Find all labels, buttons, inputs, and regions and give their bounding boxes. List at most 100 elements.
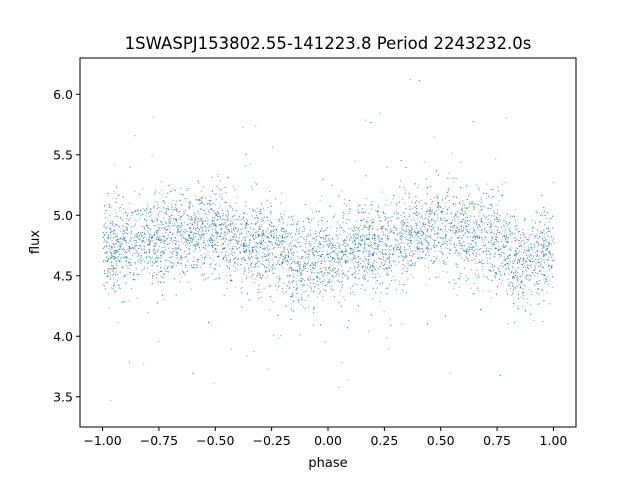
data-point xyxy=(250,266,252,268)
data-point xyxy=(297,233,299,235)
data-point xyxy=(118,259,120,261)
data-point xyxy=(138,236,140,238)
data-point xyxy=(119,238,121,240)
data-point xyxy=(105,209,107,211)
data-point xyxy=(333,268,335,270)
data-point xyxy=(205,220,207,222)
data-point xyxy=(323,275,325,277)
data-point xyxy=(458,278,460,280)
data-point xyxy=(118,261,120,263)
data-point xyxy=(217,211,219,213)
data-point xyxy=(446,220,448,222)
data-point xyxy=(373,235,375,237)
data-point xyxy=(349,252,351,254)
data-point xyxy=(259,228,261,230)
data-point xyxy=(232,246,234,248)
data-point xyxy=(227,211,229,213)
data-point xyxy=(120,217,122,219)
data-point xyxy=(121,203,123,205)
data-point xyxy=(434,243,436,245)
data-point xyxy=(120,245,122,247)
data-point xyxy=(210,263,212,265)
data-point xyxy=(257,234,259,236)
data-point xyxy=(316,210,318,212)
data-point xyxy=(470,236,472,238)
data-point xyxy=(191,267,193,269)
data-point xyxy=(246,245,248,247)
data-point xyxy=(191,218,193,220)
data-point xyxy=(228,230,230,232)
data-point xyxy=(535,222,537,224)
data-point xyxy=(150,228,152,230)
data-point xyxy=(194,248,196,250)
data-point xyxy=(341,249,343,251)
data-point xyxy=(192,235,194,237)
data-point xyxy=(306,235,308,237)
data-point xyxy=(140,255,142,257)
data-point xyxy=(323,280,325,282)
data-point xyxy=(477,237,479,239)
data-point xyxy=(234,270,236,272)
data-point xyxy=(426,225,428,227)
data-point xyxy=(533,269,535,271)
data-point xyxy=(354,265,356,267)
data-point xyxy=(176,250,178,252)
data-point xyxy=(120,217,122,219)
data-point xyxy=(179,224,181,226)
data-point xyxy=(466,237,468,239)
data-point xyxy=(511,281,513,283)
data-point xyxy=(124,257,126,259)
data-point xyxy=(108,238,110,240)
data-point xyxy=(352,231,354,233)
data-point xyxy=(225,215,227,217)
data-point xyxy=(288,244,290,246)
data-point xyxy=(505,268,507,270)
data-point xyxy=(183,236,185,238)
data-point xyxy=(507,257,509,259)
data-point xyxy=(207,254,209,256)
data-point xyxy=(154,232,156,234)
data-point xyxy=(307,257,309,259)
data-point xyxy=(264,255,266,257)
data-point xyxy=(192,239,194,241)
data-point xyxy=(194,245,196,247)
data-point xyxy=(305,264,307,266)
data-point xyxy=(360,245,362,247)
data-point xyxy=(375,247,377,249)
data-point xyxy=(272,226,274,228)
data-point xyxy=(281,243,283,245)
data-point xyxy=(230,259,232,261)
data-point xyxy=(461,208,463,210)
data-point xyxy=(331,275,333,277)
data-point xyxy=(287,275,288,277)
data-point xyxy=(546,245,548,247)
data-point xyxy=(269,241,270,243)
data-point xyxy=(543,240,545,241)
data-point xyxy=(466,207,468,209)
data-point xyxy=(339,290,341,292)
data-point xyxy=(285,230,287,232)
data-point xyxy=(525,275,527,277)
data-point xyxy=(447,257,449,259)
data-point xyxy=(265,258,267,260)
data-point xyxy=(366,244,368,246)
data-point xyxy=(318,260,320,262)
data-point xyxy=(405,232,407,234)
data-point xyxy=(478,275,480,277)
data-point xyxy=(201,227,203,229)
data-point xyxy=(223,219,225,221)
data-point xyxy=(387,221,389,222)
data-point xyxy=(205,228,207,230)
data-point xyxy=(270,266,272,268)
data-point xyxy=(484,227,486,229)
data-point xyxy=(265,272,267,274)
data-point xyxy=(222,247,224,249)
data-point xyxy=(116,267,118,269)
data-point xyxy=(553,242,555,244)
data-point xyxy=(221,199,223,201)
data-point xyxy=(214,268,216,270)
data-point xyxy=(431,230,433,232)
data-point xyxy=(450,239,452,241)
data-point xyxy=(488,222,490,224)
data-point xyxy=(327,240,329,242)
